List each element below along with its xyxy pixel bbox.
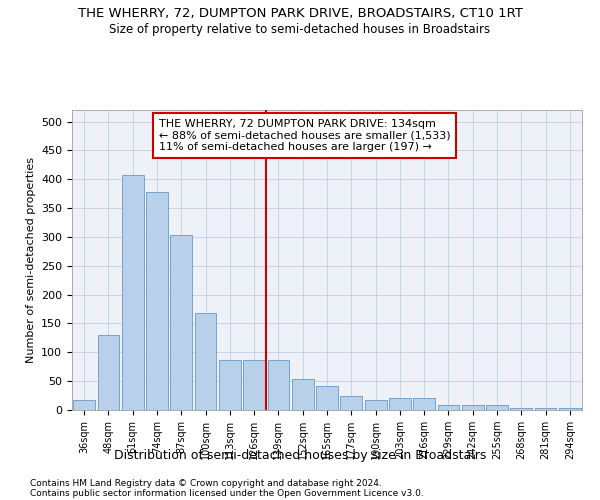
Bar [194,313,217,410]
Y-axis label: Number of semi-detached properties: Number of semi-detached properties [26,157,35,363]
Bar [316,386,338,410]
Bar [462,406,484,410]
Bar [340,396,362,410]
Bar [146,192,168,410]
Bar [365,400,386,410]
Bar [486,406,508,410]
Bar [511,408,532,410]
Bar [122,174,143,410]
Bar [437,406,460,410]
Bar [535,408,556,410]
Bar [292,380,314,410]
Bar [73,400,95,410]
Bar [389,398,411,410]
Text: THE WHERRY, 72, DUMPTON PARK DRIVE, BROADSTAIRS, CT10 1RT: THE WHERRY, 72, DUMPTON PARK DRIVE, BROA… [77,8,523,20]
Text: Size of property relative to semi-detached houses in Broadstairs: Size of property relative to semi-detach… [109,22,491,36]
Bar [219,360,241,410]
Bar [559,408,581,410]
Text: Contains public sector information licensed under the Open Government Licence v3: Contains public sector information licen… [30,488,424,498]
Bar [243,360,265,410]
Bar [268,360,289,410]
Bar [413,398,435,410]
Text: THE WHERRY, 72 DUMPTON PARK DRIVE: 134sqm
← 88% of semi-detached houses are smal: THE WHERRY, 72 DUMPTON PARK DRIVE: 134sq… [158,119,451,152]
Bar [170,235,192,410]
Text: Contains HM Land Registry data © Crown copyright and database right 2024.: Contains HM Land Registry data © Crown c… [30,478,382,488]
Text: Distribution of semi-detached houses by size in Broadstairs: Distribution of semi-detached houses by … [114,448,486,462]
Bar [97,335,119,410]
